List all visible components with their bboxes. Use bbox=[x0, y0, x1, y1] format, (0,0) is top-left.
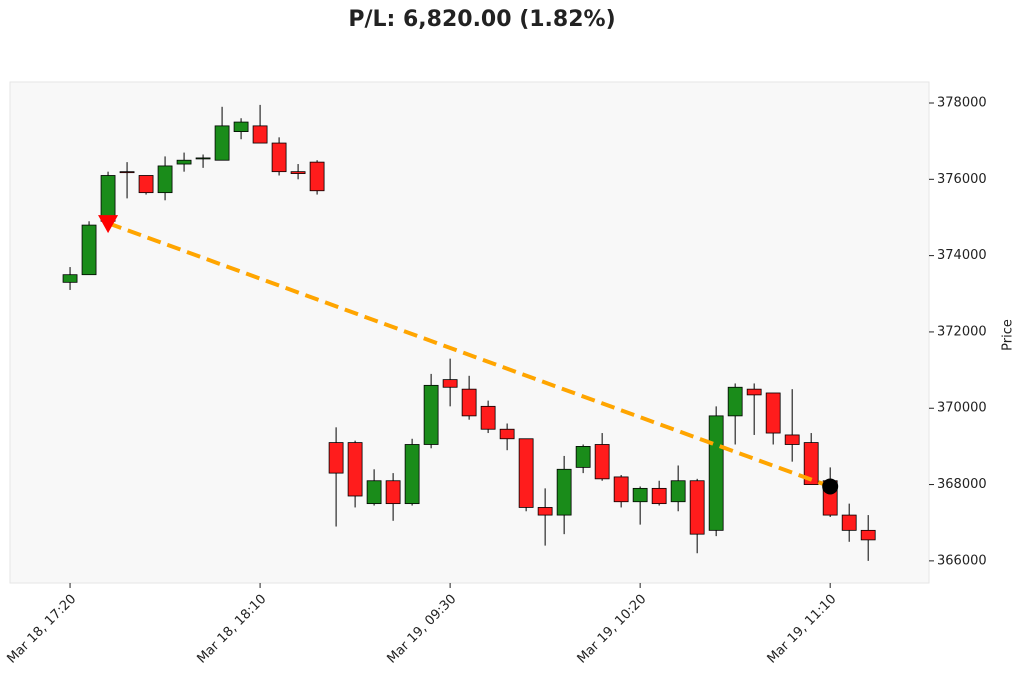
candle-body bbox=[480, 405, 496, 430]
candle-body bbox=[328, 442, 344, 474]
candle-body bbox=[727, 386, 743, 417]
candle-body bbox=[138, 175, 154, 194]
candle-body bbox=[632, 487, 648, 503]
y-tick-label: 378000 bbox=[937, 95, 987, 110]
candle-body bbox=[366, 480, 382, 505]
y-tick-label: 374000 bbox=[937, 248, 987, 263]
candle-body bbox=[423, 384, 439, 445]
candle-body bbox=[860, 529, 876, 541]
x-tick-label: Mar 18, 17:20 bbox=[4, 592, 79, 667]
y-tick-label: 366000 bbox=[937, 553, 987, 568]
y-tick-label: 376000 bbox=[937, 172, 987, 187]
candle-body bbox=[613, 476, 629, 503]
exit-marker bbox=[822, 478, 839, 495]
x-tick-label: Mar 19, 11:10 bbox=[765, 592, 840, 667]
chart-title: P/L: 6,820.00 (1.82%) bbox=[348, 7, 615, 32]
candle-body bbox=[271, 142, 287, 173]
candle-body bbox=[233, 121, 249, 133]
candle-body bbox=[385, 480, 401, 505]
candle-body bbox=[252, 125, 268, 144]
candle-body bbox=[214, 125, 230, 161]
y-tick-label: 368000 bbox=[937, 477, 987, 492]
y-axis-label: Price bbox=[1001, 319, 1016, 351]
candle-body bbox=[195, 157, 211, 160]
candle-body bbox=[442, 379, 458, 388]
candle-body bbox=[119, 171, 135, 174]
plot-area bbox=[9, 81, 930, 584]
y-tick-label: 372000 bbox=[937, 324, 987, 339]
candle-body bbox=[347, 442, 363, 497]
candle-body bbox=[290, 171, 306, 174]
candle-body bbox=[746, 388, 762, 396]
candle-body bbox=[157, 165, 173, 194]
candle-body bbox=[537, 507, 553, 516]
candle-body bbox=[651, 487, 667, 505]
candle-body bbox=[841, 514, 857, 531]
candle-body bbox=[100, 175, 116, 222]
x-tick-label: Mar 19, 09:30 bbox=[385, 592, 460, 667]
candle-body bbox=[708, 415, 724, 531]
y-tick-label: 370000 bbox=[937, 401, 987, 416]
candle-body bbox=[499, 428, 515, 440]
candle-body bbox=[784, 434, 800, 445]
candle-body bbox=[518, 438, 534, 508]
candle-body bbox=[461, 388, 477, 417]
candle-body bbox=[176, 159, 192, 165]
candle-body bbox=[62, 274, 78, 283]
candle-body bbox=[575, 445, 591, 468]
x-tick-label: Mar 18, 18:10 bbox=[194, 592, 269, 667]
entry-marker bbox=[98, 215, 119, 234]
candle-body bbox=[594, 444, 610, 480]
x-tick-label: Mar 19, 10:20 bbox=[575, 592, 650, 667]
candle-body bbox=[556, 468, 572, 516]
candle-body bbox=[803, 442, 819, 485]
candle-body bbox=[81, 224, 97, 276]
candle-body bbox=[765, 392, 781, 434]
trade-line bbox=[107, 221, 831, 489]
candle-body bbox=[404, 444, 420, 505]
candle-body bbox=[309, 161, 325, 192]
candle-body bbox=[689, 480, 705, 535]
candle-body bbox=[670, 480, 686, 503]
